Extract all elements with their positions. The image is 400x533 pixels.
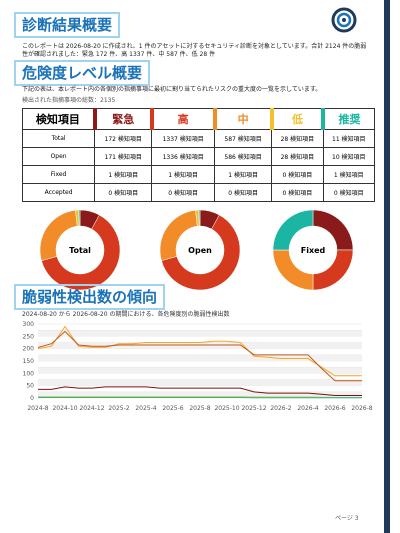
logo — [331, 7, 357, 33]
donut-segment — [312, 209, 354, 251]
x-tick-label: 2025-6 — [162, 405, 183, 412]
section-title: 脆弱性検出数の傾向 — [14, 284, 166, 310]
table-cell: 1336 検知項目 — [151, 147, 216, 166]
severity-table: 検知項目 緊急高中低推奨 Total 172 検知項目 1337 検知項目 587 検知項… — [21, 108, 376, 202]
table-cell: 28 検知項目 — [271, 129, 324, 148]
table-cell: 0 検知項目 — [271, 183, 324, 202]
table-cell: 586 検知項目 — [214, 147, 273, 166]
series-line — [38, 396, 362, 399]
table-cell: Total — [21, 129, 96, 148]
y-tick-label: 150 — [23, 358, 35, 365]
x-tick-label: 2024-10 — [52, 405, 77, 412]
y-tick-label: 100 — [23, 370, 35, 377]
donut-segment — [312, 249, 354, 291]
table-cell: 172 検知項目 — [94, 129, 153, 148]
table-row: Total 172 検知項目 1337 検知項目 587 検知項目 28 検知項目 11 … — [21, 129, 376, 148]
section-title: 危険度レベル概要 — [14, 60, 151, 86]
table-cell: 1 検知項目 — [94, 165, 153, 184]
donut-segment — [272, 209, 314, 251]
table-cell: 28 検知項目 — [271, 147, 324, 166]
donut-charts: Total Open Fixed — [39, 209, 354, 291]
grid-band — [38, 354, 362, 361]
donut-label: Open — [188, 246, 212, 255]
grid-band — [38, 367, 362, 374]
x-tick-label: 2025-10 — [214, 405, 239, 412]
table-cell: Open — [21, 147, 96, 166]
y-tick-label: 300 — [23, 321, 35, 328]
table-header-cell: 高 — [149, 108, 216, 130]
donut-label: Total — [69, 246, 91, 255]
table-header-row: 検知項目 緊急高中低推奨 — [21, 108, 376, 130]
donut-segment — [161, 214, 241, 291]
total-count: 検出された指摘事項の総数：2135 — [22, 97, 116, 104]
table-cell: 0 検知項目 — [271, 165, 324, 184]
x-tick-label: 2026-2 — [270, 405, 291, 412]
x-tick-label: 2025-12 — [241, 405, 266, 412]
donut-segment — [272, 249, 314, 291]
chart-subtitle: 2024-08-20 から 2026-08-20 の期間における、各危険度別の脆… — [22, 310, 229, 318]
y-tick-label: 250 — [23, 333, 35, 340]
donut-segment — [78, 209, 81, 227]
donut-segment — [198, 209, 201, 227]
severity-text: 下記の表は、本レポート内の各個別の指摘事項に最初に割り当てられたリスクの重大度の… — [22, 86, 322, 93]
trend-chart: 2024-08-20 から 2026-08-20 の期間における、各危険度別の脆… — [22, 310, 373, 412]
table-header-cell: 緊急 — [92, 108, 153, 130]
table-header-cell: 推奨 — [321, 108, 376, 130]
side-bar — [384, 0, 390, 533]
section-title: 診断結果概要 — [14, 12, 121, 38]
grid-band — [38, 342, 362, 349]
table-cell: 11 検知項目 — [322, 129, 376, 148]
y-tick-label: 200 — [23, 346, 35, 353]
series-line — [37, 330, 362, 382]
table-cell: 0 検知項目 — [94, 183, 153, 202]
grid-band — [38, 330, 362, 337]
table-cell: 1 検知項目 — [322, 165, 376, 184]
table-row: Fixed 1 検知項目 1 検知項目 1 検知項目 0 検知項目 1 検知項目 — [21, 165, 376, 184]
table-cell: 0 検知項目 — [322, 183, 376, 202]
table-row: Open 171 検知項目 1336 検知項目 586 検知項目 28 検知項目 10 検… — [21, 147, 376, 166]
table-cell: 10 検知項目 — [322, 147, 376, 166]
y-tick-label: 50 — [26, 383, 34, 390]
table-cell: 0 検知項目 — [151, 183, 216, 202]
table-cell: 1337 検知項目 — [151, 129, 216, 148]
x-tick-label: 2025-4 — [135, 405, 156, 412]
donut-segment — [41, 214, 121, 291]
donut-label: Fixed — [301, 246, 326, 255]
x-tick-label: 2024-8 — [27, 405, 48, 412]
table-cell: 171 検知項目 — [94, 147, 153, 166]
table-cell: 587 検知項目 — [214, 129, 273, 148]
x-tick-label: 2024-12 — [79, 405, 104, 412]
table-cell: 1 検知項目 — [151, 165, 216, 184]
y-tick-label: 0 — [30, 395, 34, 402]
page-number: ページ 3 — [335, 515, 359, 522]
table-cell: 0 検知項目 — [214, 183, 273, 202]
table-cell: Accepted — [21, 183, 96, 202]
summary-text: このレポートは 2026-08-20 に作成され、1 件のアセットに対するセキュ… — [22, 43, 367, 58]
table-header-cell: 低 — [269, 108, 324, 130]
table-header-cell: 検知項目 — [21, 108, 96, 130]
x-tick-label: 2025-8 — [189, 405, 210, 412]
table-cell: Fixed — [21, 165, 96, 184]
x-tick-label: 2026-6 — [324, 405, 345, 412]
series-line — [38, 386, 362, 397]
grid-band — [38, 379, 362, 386]
table-row: Accepted 0 検知項目 0 検知項目 0 検知項目 0 検知項目 0 検知項目 — [21, 183, 376, 202]
x-tick-label: 2026-8 — [351, 405, 372, 412]
x-tick-label: 2026-4 — [297, 405, 318, 412]
table-cell: 1 検知項目 — [214, 165, 273, 184]
grid-band — [38, 391, 362, 398]
table-header-cell: 中 — [212, 108, 273, 130]
series-line — [37, 325, 362, 377]
x-tick-label: 2025-2 — [108, 405, 129, 412]
